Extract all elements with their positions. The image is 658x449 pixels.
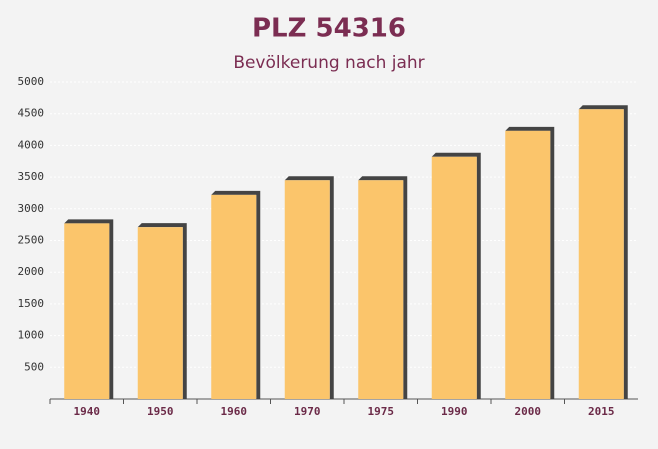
y-tick-label: 500 xyxy=(24,360,44,373)
bar xyxy=(505,130,551,399)
bar xyxy=(431,156,477,399)
x-tick-label: 2000 xyxy=(515,405,542,418)
y-tick-label: 2500 xyxy=(18,234,45,247)
y-tick-label: 3000 xyxy=(18,202,45,215)
chart-subtitle: Bevölkerung nach jahr xyxy=(233,53,424,73)
y-tick-label: 2000 xyxy=(18,265,45,278)
bar xyxy=(358,180,404,399)
y-tick-label: 3500 xyxy=(18,170,45,183)
x-tick-label: 1975 xyxy=(368,405,395,418)
chart-title: PLZ 54316 xyxy=(252,14,406,44)
bar xyxy=(284,180,330,399)
y-tick-label: 4500 xyxy=(18,107,45,120)
x-tick-label: 1970 xyxy=(294,405,321,418)
bar xyxy=(578,109,624,400)
bar xyxy=(64,223,110,399)
y-tick-label: 5000 xyxy=(18,75,45,88)
x-tick-label: 1990 xyxy=(441,405,468,418)
bar xyxy=(211,194,257,399)
x-tick-label: 1960 xyxy=(221,405,248,418)
y-tick-label: 4000 xyxy=(18,138,45,151)
x-tick-label: 2015 xyxy=(588,405,615,418)
x-tick-label: 1940 xyxy=(74,405,101,418)
bar xyxy=(137,227,183,399)
y-tick-label: 1500 xyxy=(18,297,45,310)
y-tick-label: 1000 xyxy=(18,329,45,342)
x-tick-label: 1950 xyxy=(147,405,174,418)
